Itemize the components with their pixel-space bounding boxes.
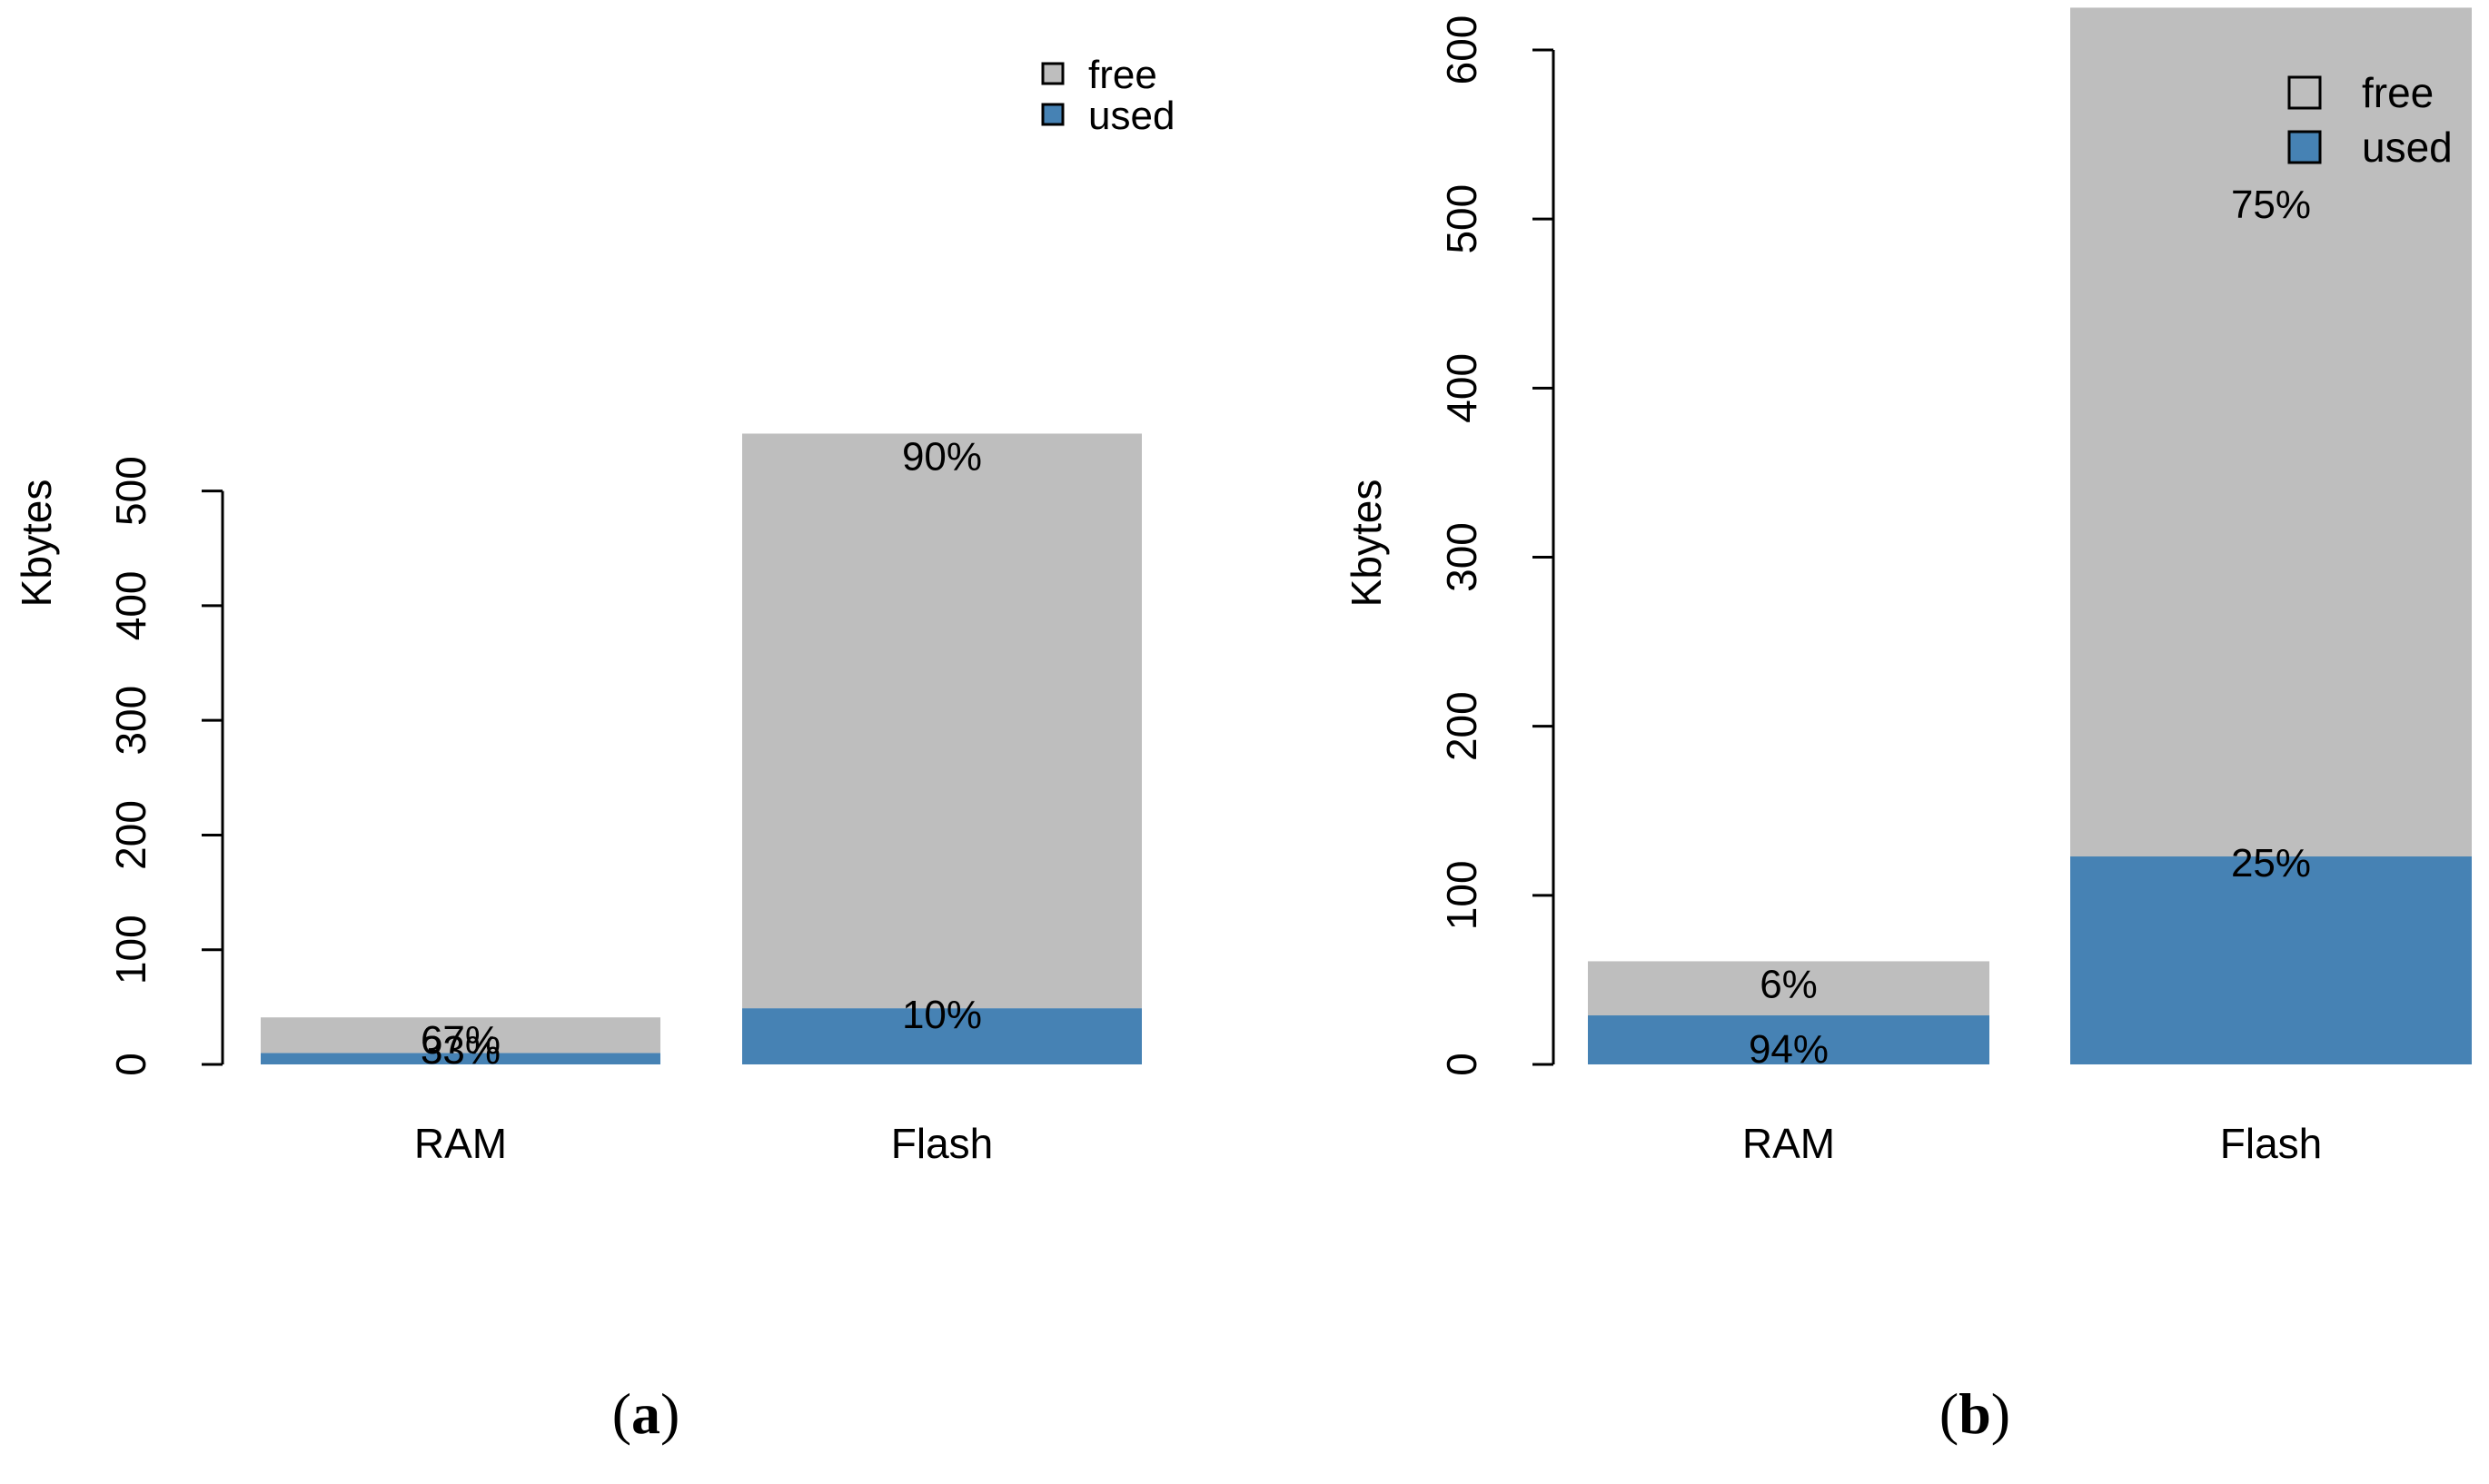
- legend-label-used: used: [1088, 94, 1175, 138]
- bar-label-free-ram: 67%: [421, 1018, 501, 1063]
- y-tick-label-500: 500: [107, 456, 154, 526]
- bar-free-ram: [1588, 961, 1989, 1016]
- y-tick-label-400: 400: [107, 571, 154, 641]
- y-axis-title: Kbytes: [1343, 480, 1390, 608]
- bar-free-ram: [261, 1017, 660, 1054]
- panel-caption: (b): [1939, 1381, 2010, 1446]
- bar-label-used-ram: 33%: [421, 1028, 501, 1073]
- bar-used-flash: [742, 1008, 1142, 1064]
- bar-used-ram: [1588, 1015, 1989, 1064]
- x-tick-label-flash: Flash: [2220, 1120, 2322, 1167]
- y-tick-label-300: 300: [1438, 522, 1485, 592]
- y-tick-label-600: 600: [1438, 15, 1485, 85]
- y-tick-label-200: 200: [107, 800, 154, 870]
- bar-label-free-flash: 75%: [2231, 183, 2311, 227]
- y-tick-label-500: 500: [1438, 184, 1485, 254]
- y-tick-label-0: 0: [107, 1053, 154, 1076]
- legend: free used: [2287, 69, 2453, 171]
- legend-swatch-used: [2287, 130, 2322, 164]
- bar-label-used-flash: 10%: [902, 993, 982, 1037]
- bar-label-free-flash: 90%: [902, 434, 982, 479]
- x-tick-label-ram: RAM: [414, 1120, 507, 1167]
- x-tick-label-ram: RAM: [1742, 1120, 1835, 1167]
- y-tick-label-400: 400: [1438, 353, 1485, 423]
- legend-swatch-used: [1041, 103, 1065, 126]
- chart-panel-a: 33%67% RAM 10% 90% Flash 0 100 200 300 400 500 Kbyt…: [13, 53, 1175, 1446]
- y-tick-label-0: 0: [1438, 1053, 1485, 1076]
- y-axis-title: Kbytes: [13, 480, 60, 608]
- panel-caption-letter: b: [1958, 1381, 1991, 1446]
- y-tick-label-200: 200: [1438, 691, 1485, 761]
- bar-free-flash: [2070, 7, 2472, 857]
- bar-label-used-ram: 94%: [1749, 1027, 1829, 1072]
- chart-panel-b: 94% 6% RAM 25% 75% Flash 0 100 200 300 400 500 600 Kb…: [1343, 7, 2472, 1446]
- legend-swatch-free: [1041, 62, 1065, 85]
- bar-free-flash: [742, 433, 1142, 1009]
- bar-used-flash: [2070, 856, 2472, 1064]
- panel-caption: (a): [612, 1381, 680, 1446]
- legend-swatch-free: [2287, 75, 2322, 110]
- x-tick-label-flash: Flash: [891, 1120, 993, 1167]
- legend-label-free: free: [1088, 53, 1157, 97]
- bar-label-used-flash: 25%: [2231, 841, 2311, 885]
- y-tick-label-100: 100: [1438, 860, 1485, 930]
- legend-label-used: used: [2362, 124, 2453, 171]
- y-tick-label-100: 100: [107, 915, 154, 984]
- legend-label-free: free: [2362, 69, 2434, 116]
- bar-used-ram: [261, 1053, 660, 1064]
- y-tick-label-300: 300: [107, 686, 154, 756]
- bar-label-free-ram: 6%: [1760, 962, 1818, 1006]
- panel-caption-letter: a: [631, 1381, 660, 1446]
